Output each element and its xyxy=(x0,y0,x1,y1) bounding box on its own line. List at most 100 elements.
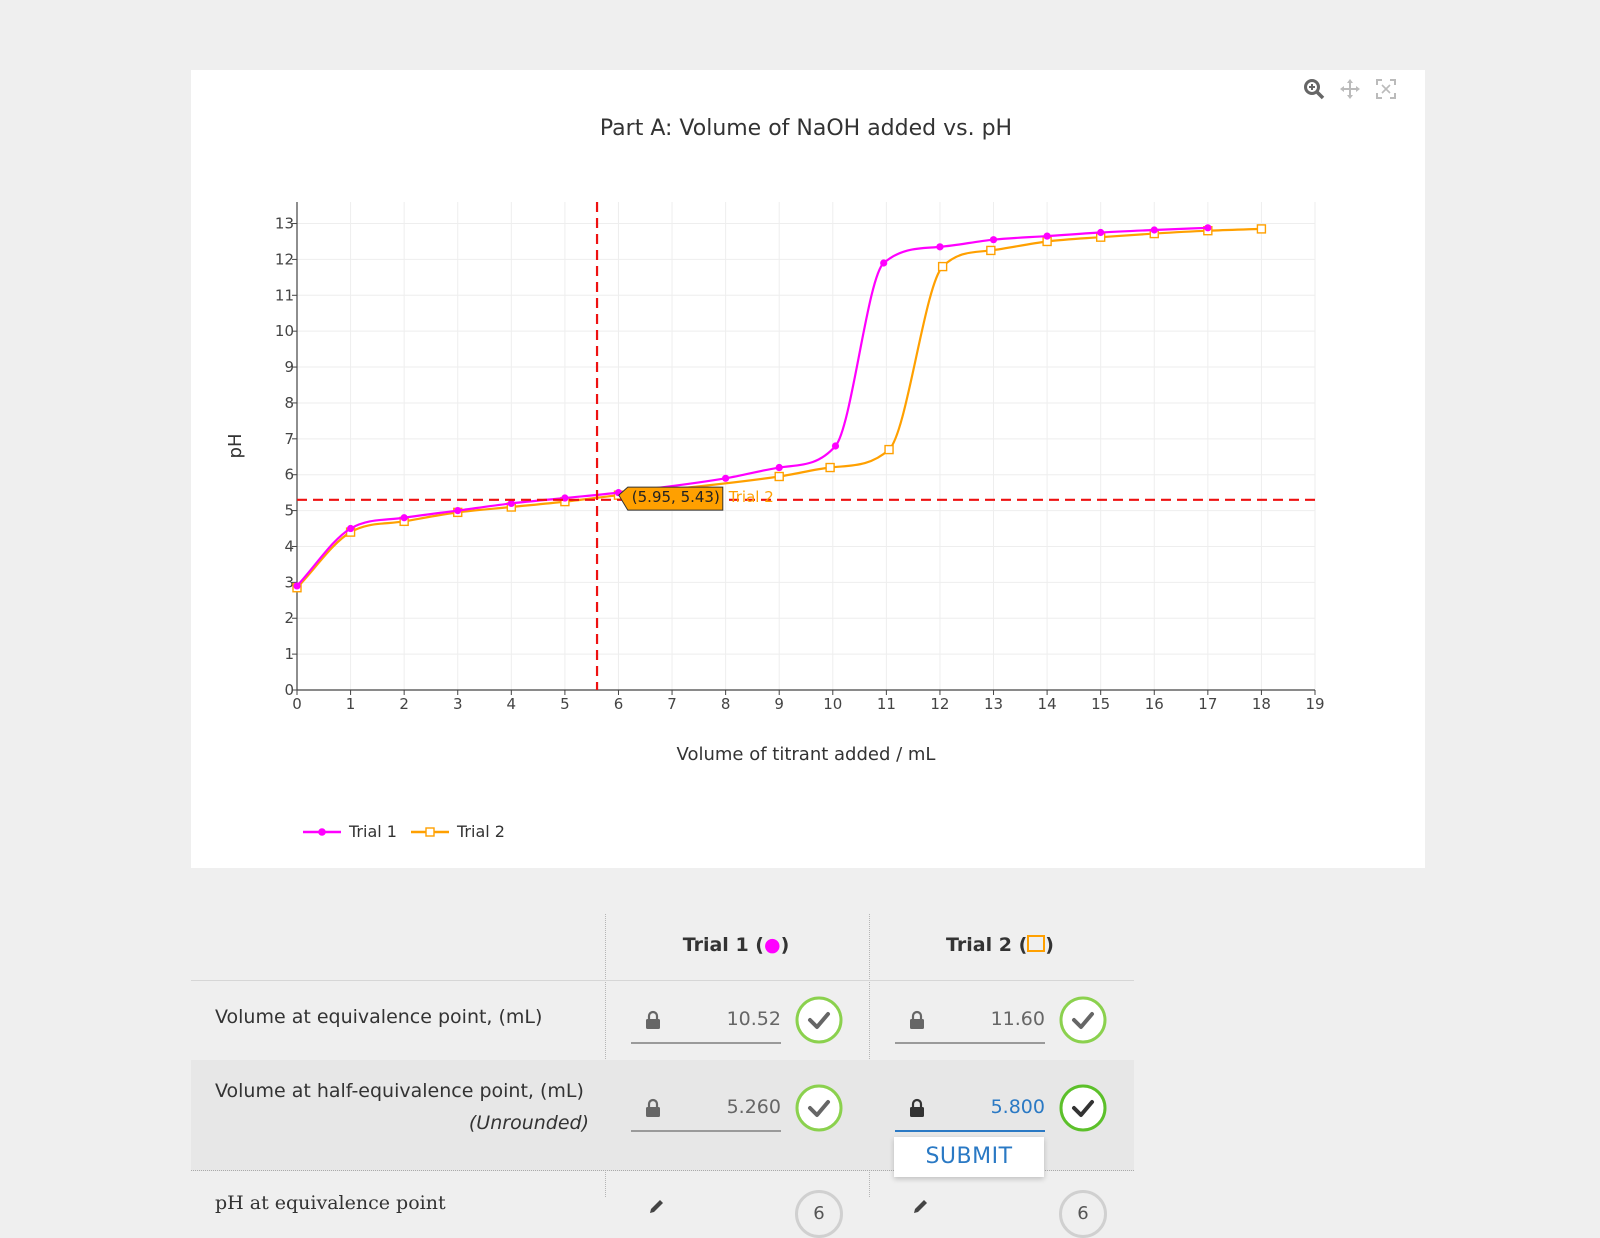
y-tick-label: 8 xyxy=(284,394,294,412)
data-point xyxy=(1043,232,1051,240)
x-tick-label: 0 xyxy=(292,695,302,713)
y-tick-label: 10 xyxy=(275,322,294,340)
table-row: Volume at equivalence point, (mL) 10.52 … xyxy=(191,980,1134,1061)
x-tick-label: 1 xyxy=(346,695,356,713)
data-point xyxy=(561,494,569,502)
table-header-row: Trial 1 (●) Trial 2 () xyxy=(191,914,1134,981)
data-point xyxy=(880,259,888,267)
lock-icon xyxy=(910,1098,924,1117)
zoom-icon[interactable] xyxy=(1303,78,1325,100)
y-tick-label: 7 xyxy=(284,430,294,448)
y-tick-label: 4 xyxy=(284,537,294,555)
trial1-header: Trial 1 (●) xyxy=(682,934,790,956)
x-tick-label: 7 xyxy=(667,695,677,713)
data-point xyxy=(346,524,355,533)
hover-tooltip: (5.95, 5.43) Trial 2 xyxy=(618,486,774,511)
attempts-badge: 6 xyxy=(1059,1190,1107,1238)
data-point xyxy=(1204,224,1212,232)
data-point xyxy=(1150,226,1158,234)
data-point xyxy=(825,462,835,473)
data-point xyxy=(986,245,996,256)
y-tick-label: 2 xyxy=(284,609,294,627)
data-point xyxy=(831,442,840,450)
trial2-marker-icon xyxy=(1027,935,1046,952)
x-tick-label: 16 xyxy=(1145,695,1164,713)
data-point xyxy=(775,463,783,472)
y-tick-label: 5 xyxy=(284,502,294,520)
attempts-badge: 6 xyxy=(795,1190,843,1238)
x-tick-label: 5 xyxy=(560,695,570,713)
data-point xyxy=(774,471,784,482)
data-point xyxy=(884,444,894,455)
legend-label: Trial 1 xyxy=(348,822,397,841)
chart-panel: 0 1 2 3 4 5 6 7 8 9 10 11 12 13 14 15 16 17 18 19 0 1 2 3 4 5 6 7 8 9… xyxy=(191,70,1425,868)
legend-marker xyxy=(318,828,326,836)
trial2-equivalence-cell: 11.60 xyxy=(895,996,1115,1044)
row-label: Volume at equivalence point, (mL) xyxy=(215,1006,543,1028)
x-tick-label: 15 xyxy=(1091,695,1110,713)
tooltip-value: (5.95, 5.43) xyxy=(632,488,720,506)
trial2-header: Trial 2 () xyxy=(946,934,1054,956)
row-label: Volume at half-equivalence point, (mL) xyxy=(215,1080,584,1102)
x-tick-label: 13 xyxy=(984,695,1003,713)
x-tick-label: 3 xyxy=(453,695,463,713)
submit-button[interactable]: SUBMIT xyxy=(894,1137,1044,1177)
trial1-half-equivalence-cell: 5.260 xyxy=(631,1084,851,1132)
pencil-icon[interactable] xyxy=(911,1198,929,1220)
x-tick-label: 14 xyxy=(1038,695,1057,713)
row-sublabel: (Unrounded) xyxy=(468,1112,589,1134)
x-tick-label: 8 xyxy=(721,695,731,713)
x-axis-title: Volume of titrant added / mL xyxy=(677,744,936,765)
series-line-trial-1 xyxy=(296,226,1208,587)
data-point xyxy=(293,582,301,590)
x-tick-label: 18 xyxy=(1252,695,1271,713)
tooltip-box xyxy=(618,486,724,511)
y-tick-label: 12 xyxy=(275,250,294,268)
autoscale-icon[interactable] xyxy=(1375,78,1397,100)
x-tick-label: 4 xyxy=(507,695,517,713)
legend-label: Trial 2 xyxy=(456,822,505,841)
chart-title: Part A: Volume of NaOH added vs. pH xyxy=(600,116,1012,141)
data-point xyxy=(1256,224,1267,234)
trial1-equivalence-cell: 10.52 xyxy=(631,996,851,1044)
x-tick-label: 10 xyxy=(823,695,842,713)
x-tick-label: 6 xyxy=(614,695,624,713)
titration-chart[interactable]: 0 1 2 3 4 5 6 7 8 9 10 11 12 13 14 15 16 17 18 190123456789… xyxy=(191,70,1425,868)
x-tick-label: 19 xyxy=(1305,695,1324,713)
trial2-equivalence-input[interactable]: 11.60 xyxy=(895,996,1045,1044)
tooltip-series-name: Trial 2 xyxy=(728,488,774,506)
data-point xyxy=(400,514,408,522)
trial2-half-equivalence-cell: 5.800 xyxy=(895,1084,1115,1132)
data-point xyxy=(1097,228,1105,237)
column-divider xyxy=(605,914,606,1197)
row-label: pH at equivalence point xyxy=(215,1192,446,1214)
trial1-half-equivalence-input[interactable]: 5.260 xyxy=(631,1084,781,1132)
x-tick-label: 12 xyxy=(930,695,949,713)
trial1-marker-icon: ● xyxy=(763,934,781,956)
check-icon xyxy=(1059,1084,1107,1132)
x-tick-label: 11 xyxy=(877,695,896,713)
y-axis-title: pH xyxy=(225,434,246,459)
legend-marker xyxy=(425,827,435,837)
y-tick-label: 3 xyxy=(284,573,294,591)
y-tick-label: 0 xyxy=(284,681,294,699)
chart-toolbar xyxy=(1303,78,1397,100)
check-icon xyxy=(795,996,843,1044)
y-tick-label: 9 xyxy=(284,358,294,376)
pan-icon[interactable] xyxy=(1339,78,1361,100)
trial2-half-equivalence-input[interactable]: 5.800 xyxy=(895,1084,1045,1132)
y-tick-label: 6 xyxy=(284,466,294,484)
y-tick-label: 11 xyxy=(275,286,294,304)
data-point xyxy=(722,474,730,482)
data-point xyxy=(989,236,998,244)
pencil-icon[interactable] xyxy=(647,1198,665,1220)
check-icon xyxy=(1059,996,1107,1044)
x-tick-label: 9 xyxy=(774,695,784,713)
x-tick-label: 17 xyxy=(1198,695,1217,713)
trial1-equivalence-input[interactable]: 10.52 xyxy=(631,996,781,1044)
y-tick-label: 1 xyxy=(284,645,294,663)
data-point xyxy=(937,261,948,272)
check-icon xyxy=(795,1084,843,1132)
x-tick-label: 2 xyxy=(399,695,409,713)
column-divider xyxy=(869,914,870,1197)
